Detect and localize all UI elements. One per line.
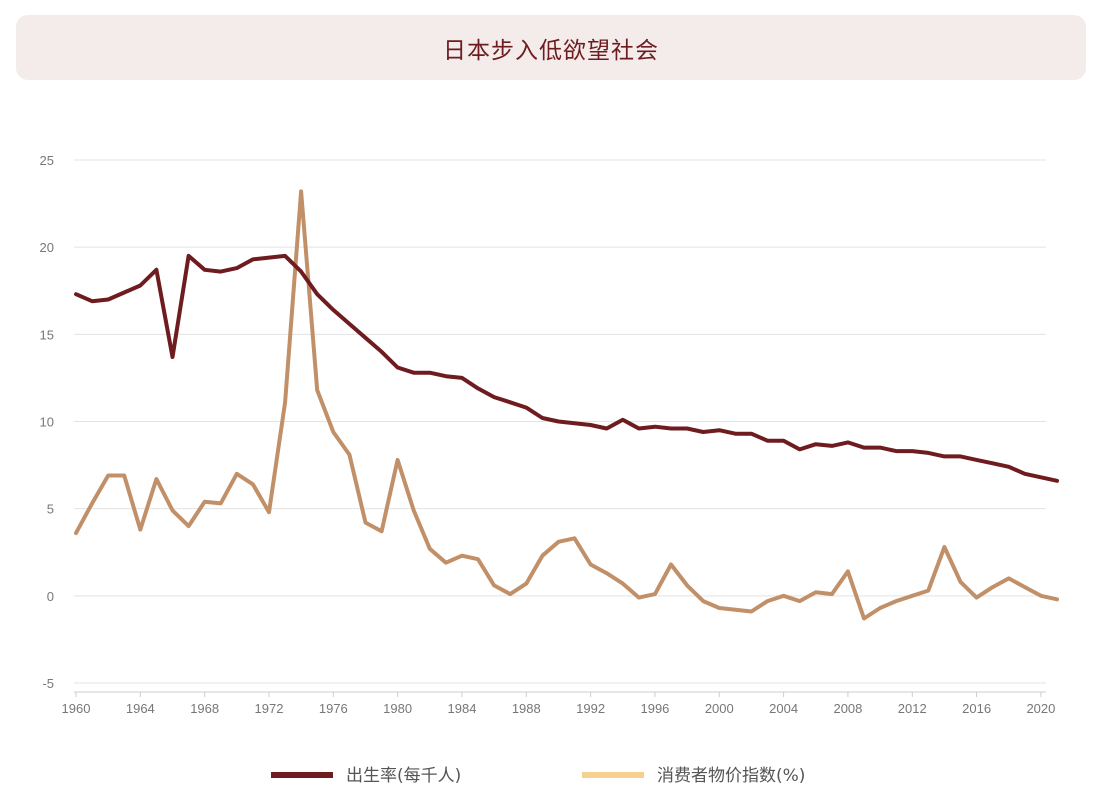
- x-tick-label: 2004: [769, 701, 798, 716]
- x-tick-label: 1960: [62, 701, 91, 716]
- y-tick-label: 5: [47, 502, 54, 517]
- title-banner: 日本步入低欲望社会: [16, 15, 1086, 80]
- x-tick-label: 2020: [1026, 701, 1055, 716]
- grid-lines: [74, 159, 1046, 684]
- x-tick-label: 2016: [962, 701, 991, 716]
- legend: 出生率(每千人) 消费者物价指数(%): [271, 766, 805, 786]
- x-tick-label: 2000: [705, 701, 734, 716]
- x-tick-label: 1988: [512, 701, 541, 716]
- x-tick-label: 1976: [319, 701, 348, 716]
- y-tick-label: 0: [47, 589, 54, 604]
- x-tick-label: 1964: [126, 701, 155, 716]
- x-axis: 1960 1964 1968 1972 1976 1980 1984 1988 1992 1996…: [62, 691, 1055, 716]
- x-tick-label: 1996: [640, 701, 669, 716]
- x-tick-label: 1972: [255, 701, 284, 716]
- x-tick-label: 2008: [833, 701, 862, 716]
- series-line-birth-rate: [74, 253, 1059, 483]
- x-tick-label: 1992: [576, 701, 605, 716]
- series-line-cpi: [74, 189, 1059, 621]
- legend-label: 消费者物价指数(%): [657, 766, 805, 786]
- chart-title: 日本步入低欲望社会: [443, 37, 659, 64]
- y-tick-label: 10: [40, 415, 54, 430]
- y-tick-label: 20: [40, 240, 54, 255]
- x-tick-label: 1968: [190, 701, 219, 716]
- y-tick-label: -5: [42, 676, 54, 691]
- y-tick-label: 15: [40, 327, 54, 342]
- x-tick-label: 2012: [898, 701, 927, 716]
- legend-label: 出生率(每千人): [346, 766, 461, 786]
- y-axis: -5 0 5 10 15 20 25: [40, 153, 54, 691]
- x-tick-label: 1984: [448, 701, 477, 716]
- x-tick-label: 1980: [383, 701, 412, 716]
- series-lines: [74, 189, 1059, 621]
- y-tick-label: 25: [40, 153, 54, 168]
